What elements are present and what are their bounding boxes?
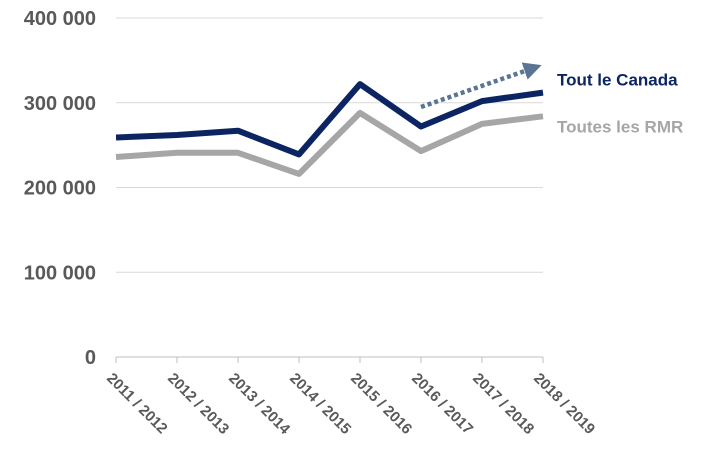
y-tick-label: 300 000	[24, 93, 96, 115]
series-line	[115, 109, 544, 177]
trend-arrow	[420, 62, 542, 110]
x-tick-label: 2011 / 2012	[103, 370, 170, 437]
legend-label-0: Tout le Canada	[557, 71, 678, 90]
y-tick-label: 100 000	[24, 262, 96, 284]
x-tick-label: 2012 / 2013	[164, 370, 232, 438]
series-lines	[115, 81, 544, 177]
annotations	[420, 62, 542, 110]
x-tick-label: 2014 / 2015	[286, 370, 354, 438]
x-tick-label: 2015 / 2016	[347, 370, 415, 438]
legend: Tout le Canada Toutes les RMR	[557, 71, 683, 137]
y-axis-tick-labels: 0 100 000 200 000 300 000 400 000	[24, 8, 96, 369]
y-tick-label: 400 000	[24, 8, 96, 30]
x-tick-label: 2016 / 2017	[408, 370, 476, 438]
legend-label-1: Toutes les RMR	[557, 117, 683, 136]
x-tick-label: 2013 / 2014	[225, 370, 294, 439]
series-line	[115, 81, 544, 158]
x-axis	[115, 356, 544, 363]
gridlines	[116, 17, 543, 273]
y-tick-label: 200 000	[24, 178, 96, 200]
x-tick-label: 2018 / 2019	[530, 370, 598, 438]
x-tick-label: 2017 / 2018	[469, 370, 537, 438]
y-tick-label: 0	[85, 347, 96, 369]
